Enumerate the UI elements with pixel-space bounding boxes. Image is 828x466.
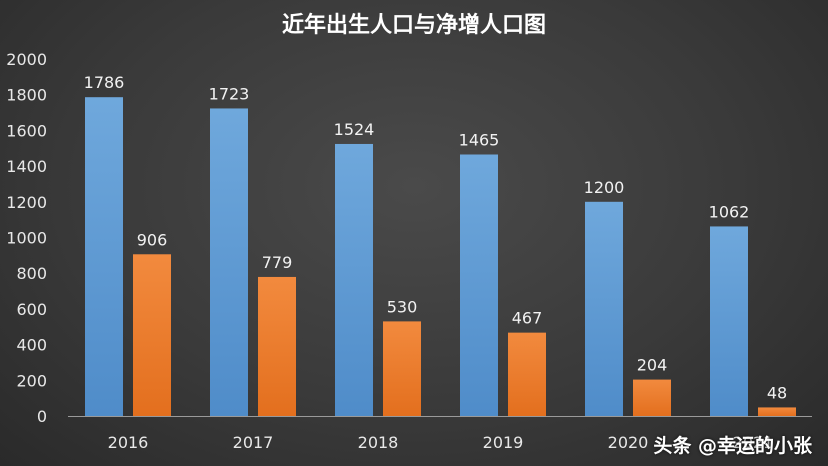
data-label: 779	[262, 253, 293, 272]
data-label: 48	[767, 383, 787, 402]
x-axis-labels: 2016 2017 2018 2019 2020 2021	[108, 433, 774, 452]
x-tick-label: 2020	[608, 433, 649, 452]
y-tick-label: 1600	[6, 121, 47, 140]
bar	[133, 254, 171, 416]
y-axis-ticks: 0 200 400 600 800 1000 1200 1400 1600 1800 2000	[6, 50, 47, 426]
data-label: 467	[512, 309, 543, 328]
bar-series: 1786 906 1723 779 1524 530 1465 467 1200 204 1062 4…	[84, 73, 796, 416]
data-label: 1465	[459, 130, 500, 149]
bar	[758, 407, 796, 416]
chart-title: 近年出生人口与净增人口图	[282, 12, 546, 38]
y-tick-label: 600	[16, 300, 47, 319]
bar	[460, 154, 498, 416]
x-tick-label: 2018	[358, 433, 399, 452]
bar	[335, 143, 373, 416]
x-tick-label: 2016	[108, 433, 149, 452]
bar	[508, 332, 546, 416]
y-tick-label: 800	[16, 264, 47, 283]
bar	[383, 321, 421, 416]
bar	[210, 108, 248, 416]
bar	[85, 97, 123, 416]
x-tick-label: 2019	[483, 433, 524, 452]
bar	[585, 201, 623, 416]
y-tick-label: 2000	[6, 50, 47, 69]
bar	[258, 276, 296, 416]
y-tick-label: 0	[37, 407, 47, 426]
y-tick-label: 1400	[6, 157, 47, 176]
bar	[710, 226, 748, 416]
data-label: 530	[387, 297, 418, 316]
y-tick-label: 1800	[6, 86, 47, 105]
data-label: 1200	[584, 178, 625, 197]
y-tick-label: 200	[16, 371, 47, 390]
data-label: 204	[637, 356, 668, 375]
x-tick-label: 2021	[733, 433, 774, 452]
bar	[633, 379, 671, 416]
data-label: 906	[137, 230, 168, 249]
x-tick-label: 2017	[233, 433, 274, 452]
data-label: 1524	[334, 120, 375, 139]
y-tick-label: 1200	[6, 193, 47, 212]
y-tick-label: 1000	[6, 229, 47, 248]
watermark: 头条 @幸运的小张	[653, 435, 812, 457]
y-tick-label: 400	[16, 336, 47, 355]
data-label: 1062	[709, 202, 750, 221]
data-label: 1723	[209, 84, 250, 103]
data-label: 1786	[84, 73, 125, 92]
